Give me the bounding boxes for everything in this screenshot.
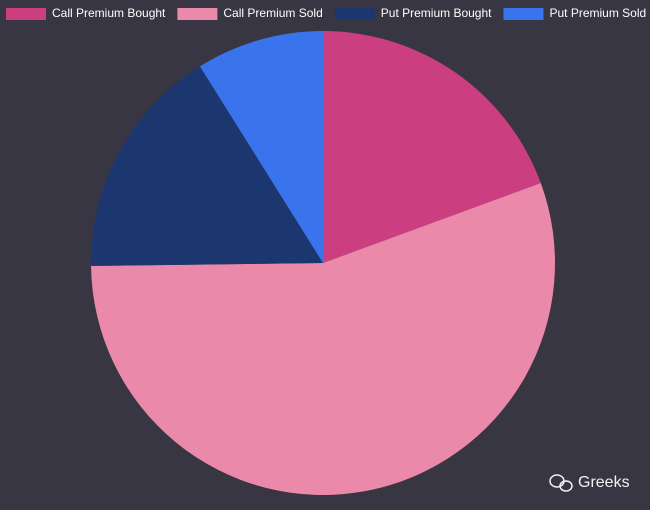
watermark-icon [549,474,565,488]
pie-slice [199,31,323,263]
watermark-icon [559,480,573,492]
legend-swatch [503,8,544,20]
pie [91,31,556,495]
pie-slice [91,183,556,495]
legend-swatch [334,8,375,20]
legend-swatch [6,8,46,20]
watermark-text: Greeks [578,474,630,491]
legend-label: Call Premium Bought [52,6,166,20]
pie-slice [323,31,541,263]
legend-label: Put Premium Sold [549,6,646,20]
legend-label: Call Premium Sold [223,6,322,20]
pie-slice [91,66,323,266]
legend: Call Premium Bought Call Premium Sold Put … [6,6,646,20]
legend-swatch [177,8,218,20]
legend-label: Put Premium Bought [381,6,492,20]
watermark: Greeks [549,474,630,492]
